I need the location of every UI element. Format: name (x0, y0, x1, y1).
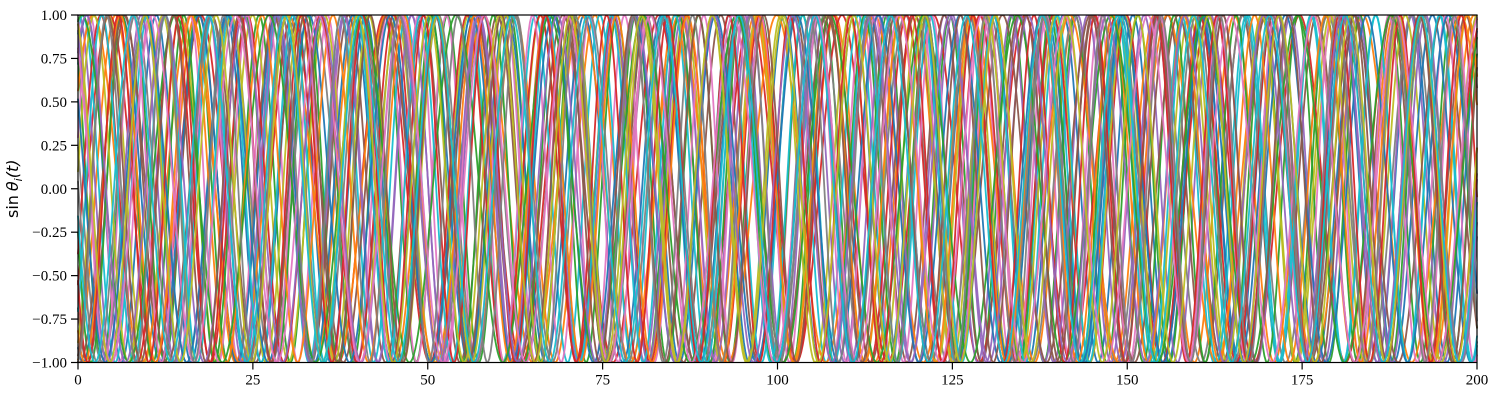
series-line-oscillator-20 (77, 15, 1478, 363)
y-tick-label: 1.00 (41, 8, 67, 24)
x-tick-label: 0 (74, 373, 82, 389)
y-axis-label: sin θi(t) (3, 159, 25, 218)
x-tick-label: 200 (1466, 373, 1489, 389)
series-line-oscillator-25 (77, 15, 1478, 363)
y-axis-ticks: 1.00 0.75 0.50 0.25 0.00 −0.25 −0.50 −0.75 −1.00 (32, 8, 78, 372)
x-tick-label: 150 (1116, 373, 1139, 389)
y-tick-label: −0.50 (32, 269, 67, 285)
y-axis-label-argument: (t) (3, 159, 22, 178)
y-axis-label-func: sin (3, 195, 22, 218)
series-line-oscillator-17 (77, 15, 1478, 363)
y-tick-label: 0.50 (41, 95, 67, 111)
y-tick-label: −0.25 (32, 225, 67, 241)
y-tick-label: 0.00 (41, 182, 67, 198)
x-tick-label: 175 (1291, 373, 1314, 389)
x-tick-label: 75 (595, 373, 610, 389)
x-tick-label: 100 (766, 373, 789, 389)
y-axis-label-theta: θ (3, 181, 22, 191)
y-tick-label: −1.00 (32, 356, 67, 372)
x-tick-label: 50 (420, 373, 435, 389)
y-tick-label: 0.75 (41, 51, 67, 67)
x-axis-ticks: 0 25 50 75 100 125 150 175 200 (74, 362, 1489, 389)
x-tick-label: 25 (245, 373, 260, 389)
y-axis-label-subscript: i (12, 178, 25, 181)
x-tick-label: 125 (941, 373, 964, 389)
y-tick-label: −0.75 (32, 312, 67, 328)
y-tick-label: 0.25 (41, 138, 67, 154)
curve-lines (77, 15, 1478, 363)
series-line-oscillator-26 (77, 15, 1478, 363)
